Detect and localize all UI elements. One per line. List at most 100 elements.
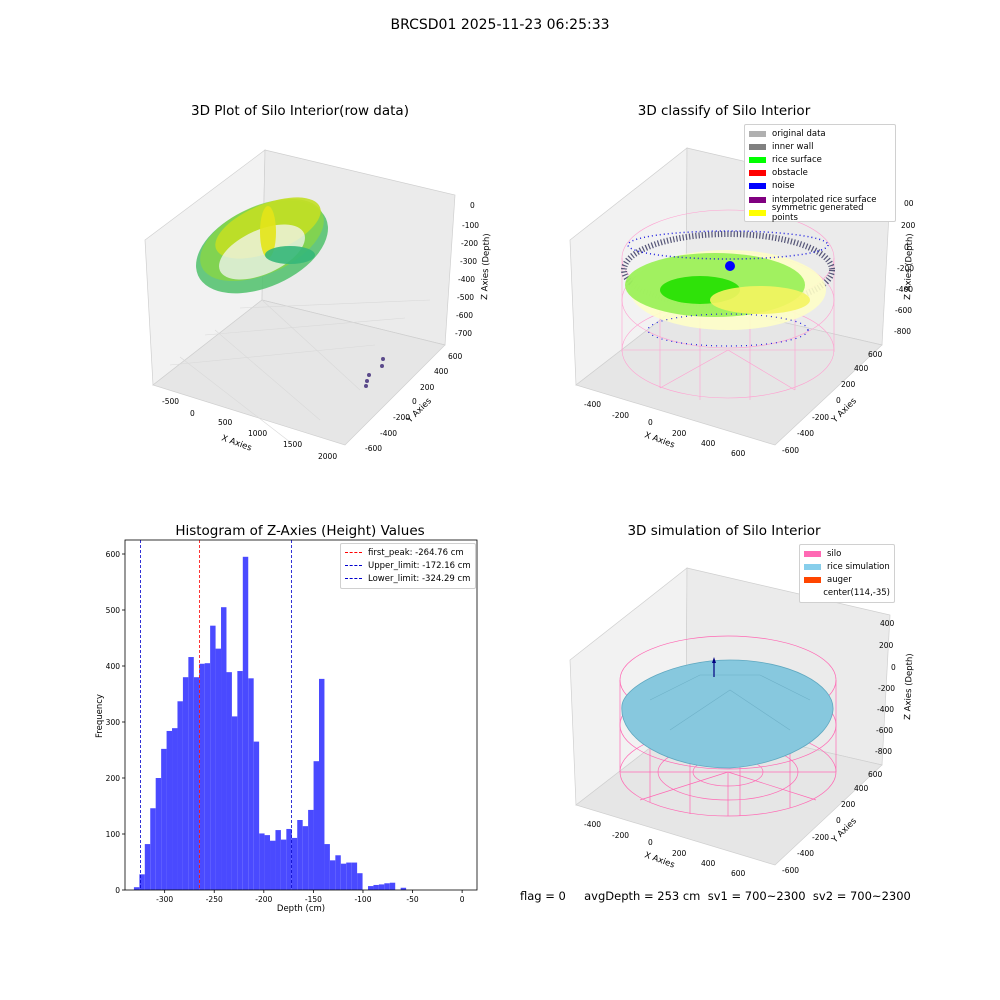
classify-z-tick: 0 — [904, 243, 909, 252]
raw-y-tick: 600 — [448, 352, 463, 361]
legend-label: Lower_limit: -324.29 cm — [368, 573, 471, 584]
histogram-bar — [302, 826, 309, 890]
legend-label: silo — [827, 548, 842, 559]
legend-swatch — [749, 170, 766, 177]
classify-x-tick: 0 — [648, 418, 653, 427]
histogram-bar — [373, 884, 379, 890]
histogram-x-tick-label: -300 — [156, 895, 173, 904]
histogram-bar — [319, 678, 325, 890]
histogram-bar — [384, 883, 390, 890]
raw-z-tick: -300 — [460, 257, 477, 266]
legend-item: auger — [804, 573, 890, 586]
classify-z-label: Z Axies (Depth) — [903, 233, 915, 300]
histogram-bar — [139, 874, 145, 890]
histogram-bar — [177, 701, 183, 890]
legend-item: Upper_limit: -172.16 cm — [345, 559, 471, 572]
classify-z-tick: -600 — [895, 306, 912, 315]
histogram-bar — [346, 862, 352, 890]
histogram-bar — [188, 657, 194, 890]
legend-item: rice surface — [749, 153, 891, 166]
classify-legend: original data inner wall rice surface ob… — [744, 124, 896, 223]
classify-y-label: Y Axies — [829, 396, 859, 426]
raw-z-tick: -600 — [456, 311, 473, 320]
simulation-x-tick: 200 — [672, 849, 687, 858]
histogram-bar — [286, 828, 292, 890]
legend-label: first_peak: -264.76 cm — [368, 547, 464, 558]
legend-swatch — [804, 550, 821, 557]
raw-z-tick: 0 — [470, 201, 475, 210]
histogram-bar — [329, 860, 336, 890]
classify-y-tick: -400 — [797, 429, 814, 438]
legend-label: center(114,-35) — [823, 588, 890, 599]
histogram-x-tick-label: -250 — [206, 895, 223, 904]
simulation-x-tick: 400 — [701, 859, 716, 868]
legend-label: inner wall — [772, 141, 814, 152]
raw-x-tick: 0 — [190, 409, 195, 418]
status-footer: flag = 0 avgDepth = 253 cm sv1 = 700~230… — [520, 889, 911, 903]
histogram-bar — [172, 728, 178, 890]
histogram-bar — [291, 837, 298, 890]
legend-label: obstacle — [772, 168, 808, 179]
raw-y-tick: -400 — [380, 429, 397, 438]
histogram-bar — [313, 761, 320, 890]
histogram-bar — [155, 778, 162, 890]
simulation-y-tick: -600 — [782, 866, 799, 875]
histogram-bar — [351, 862, 358, 890]
classify-y-tick: 0 — [836, 396, 841, 405]
legend-swatch — [749, 209, 766, 216]
legend-item: Lower_limit: -324.29 cm — [345, 572, 471, 585]
legend-line — [345, 578, 362, 580]
histogram-bar — [340, 863, 347, 890]
legend-swatch — [749, 156, 766, 163]
simulation-y-tick: 600 — [868, 770, 883, 779]
raw-x-tick: 1500 — [283, 440, 302, 449]
histogram-bar — [308, 809, 314, 890]
classify-x-tick: 400 — [701, 439, 716, 448]
classify-y-tick: 400 — [854, 364, 869, 373]
raw-x-ticks: -500 0 500 1000 1500 2000 — [162, 397, 337, 461]
histogram-bar — [248, 678, 254, 890]
histogram-bar — [378, 884, 385, 890]
legend-swatch — [749, 130, 766, 137]
legend-label: auger — [827, 574, 852, 585]
raw-z-tick: -500 — [457, 293, 474, 302]
legend-item: rice simulation — [804, 560, 890, 573]
histogram-chart: -300 -250 -200 -150 -100 -50 0 0 100 200 300 400 50… — [95, 539, 478, 914]
histogram-x-tick-label: -150 — [305, 895, 322, 904]
raw-x-tick: 500 — [218, 418, 233, 427]
legend-label: rice surface — [772, 154, 822, 165]
simulation-y-tick: 0 — [836, 816, 841, 825]
histogram-bar — [335, 855, 341, 890]
raw-surface-points — [196, 197, 328, 294]
legend-item: original data — [749, 127, 891, 140]
histogram-bar — [133, 887, 140, 890]
simulation-z-tick: -200 — [878, 684, 895, 693]
histogram-bar — [253, 741, 260, 890]
histogram-y-label: Frequency — [95, 694, 105, 738]
simulation-x-tick: 600 — [731, 869, 746, 878]
legend-swatch — [749, 183, 766, 190]
simulation-z-tick: 0 — [891, 663, 896, 672]
simulation-z-tick: 200 — [879, 641, 894, 650]
classify-y-tick: -200 — [812, 413, 829, 422]
simulation-x-tick: 0 — [648, 838, 653, 847]
histogram-bar — [204, 663, 211, 890]
classify-z-tick: -400 — [896, 285, 913, 294]
classify-y-tick: 200 — [841, 380, 856, 389]
histogram-bar — [166, 730, 173, 890]
histogram-bar — [275, 830, 281, 890]
histogram-y-tick-label: 600 — [106, 550, 121, 559]
raw-z-tick: -100 — [462, 221, 479, 230]
classify-z-tick: 200 — [901, 221, 916, 230]
histogram-bar — [259, 833, 265, 890]
raw-z-tick: -400 — [458, 275, 475, 284]
legend-label: interpolated rice surface — [772, 194, 877, 205]
classify-x-tick: 200 — [672, 429, 687, 438]
raw-x-tick: -500 — [162, 397, 179, 406]
legend-item: interpolated rice surface — [749, 193, 891, 206]
legend-line — [345, 552, 362, 554]
histogram-y-tick-label: 300 — [106, 718, 121, 727]
legend-label: symmetric generated points — [771, 202, 864, 223]
classify-x-tick: -400 — [584, 400, 601, 409]
histogram-x-tick-label: -200 — [255, 895, 272, 904]
